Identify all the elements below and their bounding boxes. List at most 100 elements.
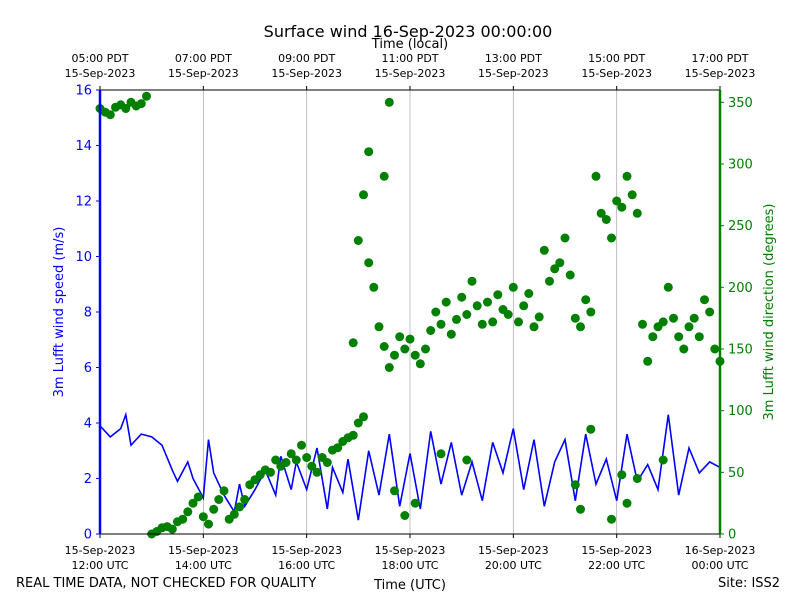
wind-direction-point <box>209 504 219 514</box>
x-tick-label: 15-Sep-2023 <box>271 544 342 557</box>
wind-direction-point <box>705 307 715 317</box>
wind-direction-point <box>410 498 420 508</box>
wind-direction-point <box>570 480 580 490</box>
wind-direction-point <box>421 344 430 354</box>
wind-direction-point <box>410 350 420 360</box>
wind-direction-point <box>286 449 296 459</box>
wind-direction-point <box>384 97 394 107</box>
wind-direction-point <box>219 486 229 496</box>
wind-direction-point <box>446 329 456 339</box>
wind-direction-point <box>204 519 213 529</box>
x-tick-label: 16:00 UTC <box>278 559 335 572</box>
vertical-gridlines <box>99 90 721 534</box>
x-tick-label: 15-Sep-2023 <box>375 544 446 557</box>
wind-direction-point <box>426 326 436 335</box>
wind-direction-point <box>477 319 487 329</box>
wind-direction-point <box>333 443 343 453</box>
wind-direction-point <box>607 233 616 243</box>
wind-direction-point <box>136 99 146 109</box>
x-tick-label: 15-Sep-2023 <box>478 544 549 557</box>
wind-direction-point <box>431 307 441 317</box>
y2-tick-label: 0 <box>728 528 736 543</box>
top-tick-label: 17:00 PDT <box>691 52 748 65</box>
series-layer <box>95 91 725 539</box>
wind-direction-point <box>679 344 689 354</box>
wind-direction-point <box>105 110 115 120</box>
wind-direction-point <box>508 282 518 292</box>
y2-tick-label: 300 <box>728 158 753 173</box>
wind-direction-point <box>240 495 250 504</box>
x-tick-label: 18:00 UTC <box>381 559 438 572</box>
y2-tick-label: 350 <box>728 96 753 111</box>
wind-direction-point <box>658 317 668 327</box>
wind-direction-point <box>462 310 472 319</box>
wind-direction-point <box>632 474 642 483</box>
top-tick-label: 07:00 PDT <box>175 52 232 65</box>
site-label: Site: ISS2 <box>718 576 781 591</box>
wind-direction-point <box>183 507 193 517</box>
wind-direction-point <box>369 282 379 292</box>
y2-tick-label: 50 <box>728 466 745 481</box>
wind-direction-point <box>441 297 451 307</box>
wind-direction-point <box>576 504 585 514</box>
x-tick-label: 15-Sep-2023 <box>168 544 239 557</box>
wind-direction-point <box>359 412 368 422</box>
wind-direction-point <box>483 297 492 307</box>
wind-direction-point <box>503 310 513 319</box>
wind-direction-point <box>648 332 658 342</box>
top-tick-label: 05:00 PDT <box>71 52 128 65</box>
wind-direction-point <box>302 453 312 462</box>
wind-direction-point <box>622 498 632 508</box>
wind-direction-point <box>395 332 405 342</box>
wind-direction-point <box>663 282 673 292</box>
wind-direction-point <box>581 295 591 305</box>
wind-direction-point <box>612 196 622 206</box>
top-tick-label: 11:00 PDT <box>381 52 438 65</box>
top-tick-label: 09:00 PDT <box>278 52 335 65</box>
wind-direction-point <box>622 171 632 181</box>
y-tick-label: 2 <box>84 472 92 487</box>
y2-tick-label: 200 <box>728 281 753 296</box>
wind-direction-point <box>576 322 585 332</box>
wind-direction-point <box>198 512 208 522</box>
wind-direction-point <box>632 208 642 218</box>
wind-direction-point <box>178 514 188 524</box>
wind-direction-point <box>617 202 627 212</box>
top-tick-label: 15-Sep-2023 <box>478 67 549 80</box>
top-tick-label: 15-Sep-2023 <box>375 67 446 80</box>
x-tick-label: 00:00 UTC <box>691 559 748 572</box>
x-tick-label: 15-Sep-2023 <box>581 544 652 557</box>
y-tick-label: 12 <box>75 195 92 210</box>
y2-tick-label: 150 <box>728 343 753 358</box>
wind-direction-point <box>710 344 720 354</box>
wind-direction-point <box>586 307 596 317</box>
wind-direction-point <box>591 171 601 181</box>
wind-direction-point <box>297 440 306 450</box>
wind-direction-point <box>266 467 275 477</box>
wind-direction-point <box>514 317 523 327</box>
wind-direction-point <box>379 171 389 181</box>
wind-direction-point <box>643 356 653 366</box>
wind-direction-point <box>452 314 461 324</box>
wind-direction-point <box>291 455 301 465</box>
wind-direction-point <box>462 455 472 465</box>
wind-direction-point <box>700 295 709 305</box>
top-axis-label: Time (local) <box>371 37 448 52</box>
y-tick-label: 8 <box>84 306 92 321</box>
top-tick-label: 15-Sep-2023 <box>65 67 136 80</box>
wind-direction-point <box>545 276 554 286</box>
wind-direction-point <box>684 322 694 332</box>
wind-direction-point <box>534 312 544 322</box>
y-tick-label: 10 <box>75 250 92 265</box>
y2-tick-label: 250 <box>728 219 753 234</box>
wind-direction-point <box>405 334 415 344</box>
wind-direction-point <box>415 359 425 369</box>
wind-direction-point <box>271 455 281 465</box>
x-tick-label: 20:00 UTC <box>485 559 542 572</box>
wind-speed-line <box>99 411 721 521</box>
wind-direction-point <box>390 486 399 496</box>
wind-direction-point <box>550 264 560 274</box>
wind-direction-point <box>570 313 580 323</box>
wind-direction-point <box>312 467 322 477</box>
